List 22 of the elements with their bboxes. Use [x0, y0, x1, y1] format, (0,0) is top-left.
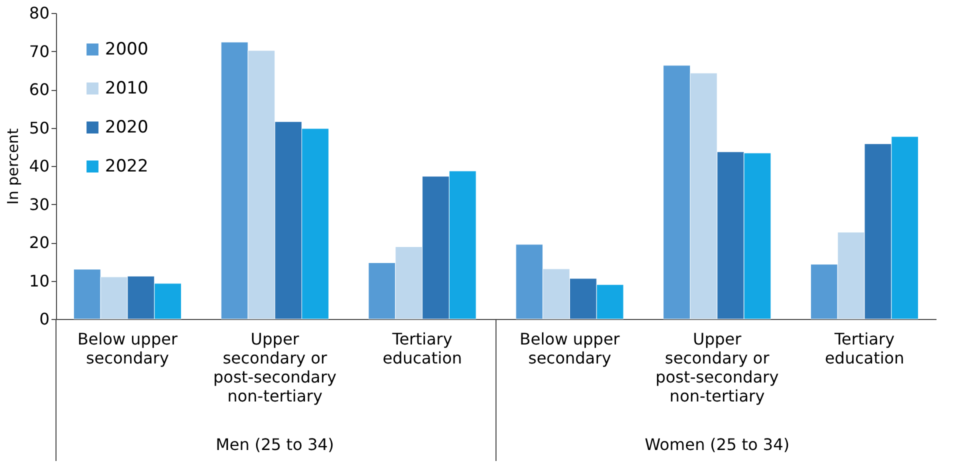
y-tick-label: 50	[29, 118, 50, 138]
x-tick-label: Upper secondary or post-secondary non-tertiary	[655, 330, 779, 406]
y-tick-label: 60	[29, 80, 50, 99]
y-tick-label: 80	[29, 4, 50, 22]
y-tick-label: 70	[29, 42, 50, 61]
x-tick-label: Below upper secondary	[520, 330, 620, 368]
legend-label: 2000	[105, 40, 148, 60]
x-tick-label: Below upper secondary	[77, 330, 178, 368]
legend-label: 2020	[105, 118, 148, 138]
y-tick-label: 0	[39, 310, 50, 328]
text: Men (25 to 34)	[216, 435, 334, 454]
legend-label: 2022	[105, 156, 148, 176]
legend-label: 2010	[105, 78, 148, 98]
x-tick-label: Tertiary education	[824, 330, 904, 368]
y-tick-label: 10	[29, 271, 50, 290]
text: Women (25 to 34)	[644, 435, 790, 454]
y-axis-title: In percent	[4, 128, 22, 205]
x-tick-label: Upper secondary or post-secondary non-tertiary	[213, 330, 337, 406]
y-tick-label: 40	[29, 156, 50, 176]
x-tick-label: Tertiary education	[382, 330, 462, 368]
y-tick-label: 30	[29, 194, 50, 214]
y-tick-label: 20	[29, 233, 50, 252]
